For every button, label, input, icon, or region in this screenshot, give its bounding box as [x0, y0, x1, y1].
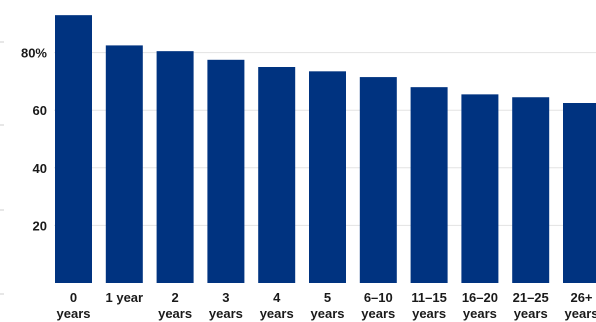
x-tick-label: 0 years: [57, 290, 91, 321]
bar-8: [461, 94, 499, 283]
x-axis-ticks: 0 years 1 year 2 years 3 years 4 years 5 years 6–10…: [57, 290, 596, 321]
x-tick-label: 6–10 years: [361, 290, 395, 321]
x-tick-label: 1 year: [106, 290, 144, 305]
bar-9: [512, 97, 550, 284]
bar-10: [563, 103, 596, 283]
x-tick-label: 5 years: [311, 290, 345, 321]
x-tick-label: 2 years: [158, 290, 192, 321]
bar-5: [309, 71, 346, 283]
y-tick-label: 60: [33, 103, 47, 118]
y-tick-label: 80%: [21, 46, 47, 61]
bar-4: [258, 67, 296, 283]
bar-2: [156, 51, 194, 283]
bar-0: [55, 15, 92, 283]
x-tick-label: 16–20 years: [462, 290, 498, 321]
bars: [55, 15, 596, 284]
x-tick-label: 21–25 years: [513, 290, 549, 321]
y-tick-label: 20: [33, 218, 47, 233]
x-tick-label: 11–15 years: [411, 290, 446, 321]
y-tick-label: 40: [33, 161, 47, 176]
x-tick-label: 26+ years: [565, 290, 596, 321]
x-tick-label: 3 years: [209, 290, 243, 321]
bar-3: [207, 59, 245, 283]
bar-7: [410, 87, 448, 283]
bar-6: [359, 77, 397, 283]
y-axis-ticks: 20 40 60 80%: [21, 46, 47, 234]
x-tick-label: 4 years: [260, 290, 294, 321]
bar-1: [105, 45, 143, 284]
left-edge-ticks: [0, 41, 4, 295]
